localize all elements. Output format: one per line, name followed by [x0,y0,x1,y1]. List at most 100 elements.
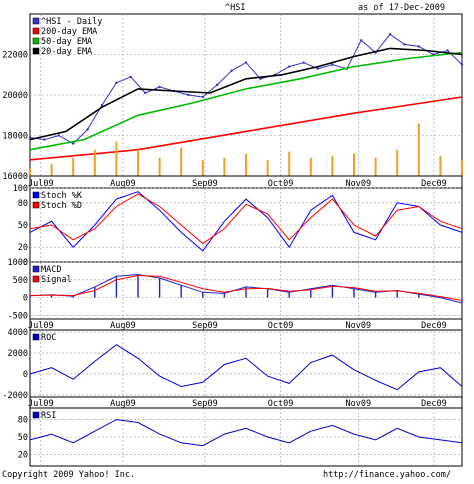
stoch-ytick-label: 100 [13,184,28,194]
roc-xtick-label: Dec09 [421,399,447,409]
price-xtick-label: Aug09 [110,179,136,189]
price-point [388,33,392,36]
price-xtick-label: Dec09 [421,179,447,189]
macd-xtick-label: Jul09 [28,321,54,331]
macd-legend-swatch [32,275,40,283]
price-xtick-label: Oct09 [268,179,294,189]
price-point [158,85,161,89]
price-legend-swatch [32,27,40,35]
macd-xaxis-strip [29,318,463,331]
price-xtick-label: Jul09 [28,179,54,189]
price-series-line-1 [29,96,463,161]
price-legend-label: 50-day EMA [41,37,92,47]
roc-xtick-label: Sep09 [192,399,218,409]
price-ytick-label: 22000 [2,51,28,61]
macd-ytick-label: -500 [8,311,28,321]
price-ytick-label: 20000 [2,91,28,101]
price-series-line-2 [29,51,463,151]
price-point [259,77,262,81]
price-point [403,43,406,46]
price-xtick-label: Sep09 [192,179,218,189]
stoch-ytick-label: 50 [18,221,28,231]
macd-xtick-label: Dec09 [421,321,447,331]
price-legend-swatch [32,17,40,25]
price-point [302,61,305,64]
stoch-ytick-label: 0 [23,258,28,268]
macd-legend-label: MACD [41,265,61,275]
price-ytick-label: 16000 [2,172,28,182]
roc-xtick-label: Jul09 [28,399,54,409]
price-legend-label: 20-day EMA [41,47,92,57]
macd-ytick-label: 500 [13,276,28,286]
price-point [201,95,204,99]
roc-panel [29,329,463,398]
rsi-legend-label: RSI [41,411,56,421]
price-point [115,81,118,85]
rsi-ytick-label: 20 [18,450,28,460]
price-point [28,136,32,139]
roc-legend-swatch [32,333,40,341]
macd-ytick-label: 0 [23,294,28,304]
price-ytick-label: 18000 [2,132,28,142]
price-point [144,91,147,95]
stoch-legend-swatch [32,191,40,199]
price-point [288,65,291,68]
macd-legend-swatch [32,265,40,273]
as-of-date: as of 17-Dec-2009 [358,3,445,13]
macd-xtick-label: Aug09 [110,321,136,331]
price-xaxis-strip [29,175,463,189]
stoch-legend-label: Stoch %K [41,191,83,201]
price-point [100,103,104,107]
macd-legend-label: Signal [41,275,72,285]
macd-series-line-1 [29,274,463,301]
price-legend-swatch [32,47,40,55]
price-point [43,138,46,141]
price-point [331,63,334,66]
source-url-link[interactable]: http://finance.yahoo.com/ [323,470,451,480]
price-point [460,63,464,66]
stoch-series-line-0 [29,191,463,252]
roc-legend-label: ROC [41,333,56,343]
stoch-legend-label: Stoch %D [41,201,82,211]
roc-ytick-label: 4000 [8,328,28,338]
price-point [316,67,320,70]
rsi-legend-swatch [32,411,40,419]
price-legend-swatch [32,37,40,45]
copyright-text: Copyright 2009 Yahoo! Inc. [2,470,136,480]
macd-ytick-label: 1000 [8,258,28,268]
rsi-ytick-label: 50 [18,433,28,443]
macd-xtick-label: Oct09 [268,321,294,331]
price-point [86,128,89,131]
price-series-line-3 [29,47,463,141]
rsi-ytick-label: 80 [18,416,28,426]
price-point [360,39,363,42]
price-point [129,75,132,78]
price-point [57,134,60,137]
roc-ytick-label: 2000 [8,349,28,359]
price-point [216,83,219,87]
price-legend-label: ^HSI - Daily [41,17,102,27]
price-point [230,69,233,72]
rsi-series-line-0 [29,419,463,447]
price-point [72,142,75,145]
price-xtick-label: Nov09 [346,179,372,189]
stoch-legend-swatch [32,201,40,209]
roc-xaxis-strip [29,396,463,409]
macd-xtick-label: Sep09 [192,321,218,331]
price-point [446,49,449,52]
roc-xtick-label: Nov09 [346,399,372,409]
stoch-series-line-1 [29,193,463,245]
price-legend-label: 200-day EMA [41,27,97,37]
price-point [417,45,420,48]
stoch-ytick-label: 80 [18,199,28,209]
chart-title: ^HSI [225,3,245,13]
macd-xtick-label: Nov09 [346,321,372,331]
roc-xtick-label: Aug09 [110,399,136,409]
price-point [187,93,190,97]
stoch-ytick-label: 20 [18,243,28,253]
price-point [244,61,248,64]
roc-ytick-label: 0 [23,370,28,380]
roc-xtick-label: Oct09 [268,399,294,409]
chart-canvas: ^HSI as of 17-Dec-2009 16000180002000022… [2,3,464,467]
